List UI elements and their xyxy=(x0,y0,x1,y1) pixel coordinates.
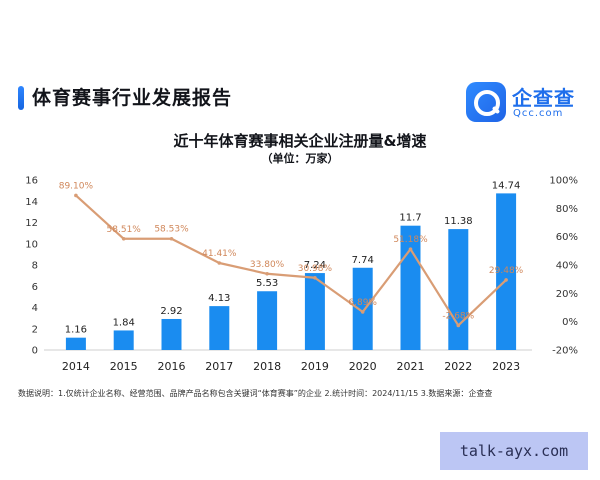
growth-rate-label: -2.68% xyxy=(442,311,474,321)
growth-rate-label: 33.80% xyxy=(250,260,285,270)
growth-rate-point xyxy=(169,236,174,241)
growth-rate-label: 29.48% xyxy=(489,266,524,276)
y-left-tick-label: 2 xyxy=(32,324,38,335)
bar-value-label: 11.7 xyxy=(399,213,421,224)
y-left-tick-label: 14 xyxy=(25,197,38,208)
bar-value-label: 2.92 xyxy=(160,306,182,317)
x-tick-label: 2014 xyxy=(62,360,90,373)
growth-rate-label: 89.10% xyxy=(59,181,94,191)
bar-2019 xyxy=(304,273,325,350)
x-tick-label: 2023 xyxy=(492,360,520,373)
x-tick-label: 2021 xyxy=(397,360,425,373)
y-right-tick-label: 80% xyxy=(556,204,578,215)
bar-2015 xyxy=(113,330,134,350)
x-tick-label: 2018 xyxy=(253,360,281,373)
growth-rate-point xyxy=(74,193,78,198)
bar-2014 xyxy=(65,337,86,350)
growth-rate-point xyxy=(504,278,508,282)
y-left-tick-label: 10 xyxy=(25,239,38,250)
y-right-tick-label: 0% xyxy=(562,317,578,328)
y-right-tick-label: 20% xyxy=(556,289,578,300)
growth-rate-point xyxy=(456,323,461,328)
growth-rate-label: 30.98% xyxy=(298,264,333,274)
growth-rate-point xyxy=(121,236,126,241)
report-title: 体育赛事行业发展报告 xyxy=(32,87,233,109)
magnifier-logo-icon xyxy=(466,82,506,122)
y-right-tick-label: 60% xyxy=(556,232,578,243)
y-left-tick-label: 8 xyxy=(32,261,38,272)
growth-rate-point xyxy=(408,247,413,251)
bar-value-label: 4.13 xyxy=(208,293,230,304)
logo-cn-text: 企查查 xyxy=(512,86,575,110)
growth-rate-line xyxy=(75,194,507,327)
bar-value-label: 1.84 xyxy=(113,317,135,328)
watermark: talk-ayx.com xyxy=(440,432,588,470)
bar-2017 xyxy=(209,306,230,350)
bar-value-label: 14.74 xyxy=(492,180,521,191)
growth-rate-point xyxy=(217,261,222,265)
x-tick-label: 2020 xyxy=(349,360,377,373)
y-left-tick-label: 16 xyxy=(25,176,38,187)
growth-rate-label: 6.89% xyxy=(348,298,377,308)
bar-value-label: 7.74 xyxy=(352,255,374,266)
growth-rate-label: 51.18% xyxy=(393,235,428,245)
growth-rate-label: 58.53% xyxy=(154,225,189,235)
bar-value-label: 11.38 xyxy=(444,216,473,227)
logo-en-text: Qcc.com xyxy=(513,108,564,119)
qcc-logo: 企查查 Qcc.com xyxy=(466,82,586,126)
chart-title: 近十年体育赛事相关企业注册量&增速 xyxy=(173,132,427,150)
bar-value-label: 7.24 xyxy=(304,260,326,271)
growth-rate-label: 41.41% xyxy=(202,249,237,259)
data-footnote: 数据说明：1.仅统计企业名称、经营范围、品牌产品名称包含关键词“体育赛事”的企业… xyxy=(18,389,493,398)
chart-subtitle: （单位：万家） xyxy=(261,152,339,165)
y-left-tick-label: 0 xyxy=(32,346,38,357)
x-tick-label: 2022 xyxy=(444,360,472,373)
title-accent-bar xyxy=(18,86,24,110)
bar-2018 xyxy=(257,291,278,350)
x-tick-label: 2019 xyxy=(301,360,329,373)
growth-rate-label: 58.51% xyxy=(107,225,142,235)
bar-2023 xyxy=(496,193,517,350)
bar-2020 xyxy=(352,267,373,350)
growth-rate-point xyxy=(360,310,365,314)
growth-rate-point xyxy=(265,271,269,276)
y-right-tick-label: 100% xyxy=(549,176,578,187)
bar-value-label: 5.53 xyxy=(256,278,278,289)
bar-2022 xyxy=(448,229,469,350)
growth-rate-point xyxy=(313,275,317,280)
y-right-tick-label: -20% xyxy=(552,346,578,357)
x-tick-label: 2015 xyxy=(110,360,138,373)
bar-value-label: 1.16 xyxy=(65,325,87,336)
bar-2016 xyxy=(161,318,182,350)
x-tick-label: 2016 xyxy=(158,360,186,373)
x-tick-label: 2017 xyxy=(205,360,233,373)
y-left-tick-label: 12 xyxy=(25,218,38,229)
y-right-tick-label: 40% xyxy=(556,261,578,272)
y-left-tick-label: 4 xyxy=(32,303,38,314)
y-left-tick-label: 6 xyxy=(32,282,38,293)
combo-chart: 0 2 4 6 8 10 12 14 16 -20% 0% 20% 40% 60% 80% 100% 1.16 1… xyxy=(25,176,578,374)
report-card: 体育赛事行业发展报告 企查查 Qcc.com 近十年体育赛事相关企业注册量&增速… xyxy=(0,70,600,410)
